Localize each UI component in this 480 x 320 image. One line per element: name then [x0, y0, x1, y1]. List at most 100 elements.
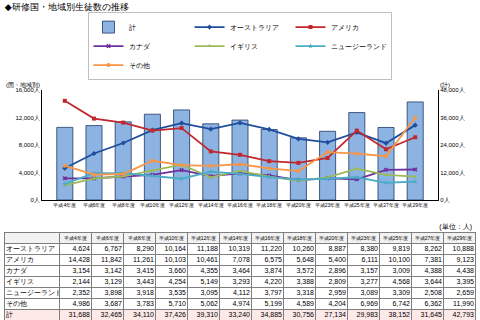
html-text:6,767: 6,767	[104, 245, 122, 252]
html-text:14,428: 14,428	[68, 256, 90, 263]
svg-text:(計): (計)	[440, 82, 450, 88]
html-text:4,220: 4,220	[264, 278, 282, 285]
html-text:3,318: 3,318	[296, 289, 314, 296]
html-text:3,464: 3,464	[232, 267, 250, 274]
html-text:10,260: 10,260	[292, 245, 314, 252]
html-text:8,262: 8,262	[424, 245, 442, 252]
svg-text:イギリス: イギリス	[230, 43, 258, 50]
html-text:4,112: 4,112	[233, 289, 250, 296]
html-text:11,188: 11,188	[197, 245, 218, 252]
html-text:2,959: 2,959	[328, 289, 346, 296]
html-text:11,261: 11,261	[133, 256, 154, 263]
html-text:7,381: 7,381	[424, 256, 442, 263]
html-text:3,918: 3,918	[136, 289, 154, 296]
svg-text:平成27年度: 平成27年度	[373, 202, 399, 208]
html-text:11,220: 11,220	[261, 245, 282, 252]
svg-text:カナダ: カナダ	[129, 43, 151, 51]
html-text:3,644: 3,644	[424, 278, 442, 285]
svg-text:0人: 0人	[30, 197, 39, 203]
html-text:4,568: 4,568	[392, 278, 410, 285]
html-text:4,438: 4,438	[456, 267, 474, 274]
html-text:2,352: 2,352	[72, 289, 90, 296]
svg-text:アメリカ: アメリカ	[331, 24, 359, 31]
svg-text:平成6年度: 平成6年度	[83, 202, 106, 208]
html-text:5,149: 5,149	[200, 278, 218, 285]
html-text:3,535: 3,535	[168, 289, 186, 296]
html-text:8,290: 8,290	[136, 245, 154, 252]
svg-text:◆研修国・地域別生徒数の推移: ◆研修国・地域別生徒数の推移	[5, 2, 129, 12]
html-text:11,842: 11,842	[101, 256, 122, 263]
html-text:4,254: 4,254	[168, 278, 186, 285]
svg-text:平成4年度: 平成4年度	[53, 202, 76, 208]
html-text:5,400: 5,400	[328, 256, 346, 263]
html-text:10,888: 10,888	[452, 245, 474, 252]
svg-text:平成16年度: 平成16年度	[227, 202, 253, 208]
html-text:アメリカ: アメリカ	[6, 256, 34, 263]
html-text:3,154: 3,154	[72, 267, 90, 274]
html-text:3,797: 3,797	[264, 289, 282, 296]
html-text:2,144: 2,144	[72, 278, 90, 285]
html-text:10,461: 10,461	[196, 256, 218, 263]
svg-text:48,000人: 48,000人	[440, 87, 464, 93]
svg-text:12,000人: 12,000人	[440, 170, 464, 176]
html-text:3,277: 3,277	[360, 278, 378, 285]
html-text:7,078: 7,078	[232, 256, 250, 263]
html-text:3,874: 3,874	[264, 267, 282, 274]
svg-text:平成10年度: 平成10年度	[140, 202, 166, 208]
svg-text:平成23年度: 平成23年度	[315, 202, 341, 208]
html-text:10,100: 10,100	[388, 256, 410, 263]
html-text:3,660: 3,660	[168, 267, 186, 274]
svg-text:24,000人: 24,000人	[440, 142, 464, 148]
html-text:カナダ: カナダ	[6, 267, 27, 274]
svg-text:4,000人: 4,000人	[19, 170, 40, 176]
svg-text:(国・地域別): (国・地域別)	[6, 82, 40, 88]
svg-text:平成14年度: 平成14年度	[198, 202, 224, 208]
html-text:10,103: 10,103	[164, 256, 186, 263]
html-text:6,111: 6,111	[361, 256, 378, 263]
html-text:3,572: 3,572	[296, 267, 314, 274]
html-text:10,164: 10,164	[164, 245, 186, 252]
html-text:8,887: 8,887	[328, 245, 346, 252]
html-text:3,898: 3,898	[104, 289, 122, 296]
html-text:10,319: 10,319	[228, 245, 250, 252]
html-text:9,123: 9,123	[456, 256, 474, 263]
svg-text:その他: その他	[129, 62, 150, 70]
html-text:イギリス: イギリス	[6, 278, 34, 285]
html-text:4,355: 4,355	[200, 267, 218, 274]
html-text:3,293: 3,293	[232, 278, 250, 285]
html-text:3,415: 3,415	[136, 267, 154, 274]
html-text:8,380: 8,380	[360, 245, 378, 252]
html-text:6,575: 6,575	[264, 256, 282, 263]
html-text:(単位：人): (単位：人)	[439, 223, 472, 230]
svg-text:36,000人: 36,000人	[440, 115, 464, 121]
html-text:5,648: 5,648	[296, 256, 314, 263]
html-text:4,624: 4,624	[72, 245, 90, 252]
svg-text:平成8年度: 平成8年度	[112, 202, 135, 208]
html-text:オーストラリア: オーストラリア	[6, 245, 55, 252]
svg-text:ニュージーランド: ニュージーランド	[331, 43, 387, 50]
svg-text:8,000人: 8,000人	[19, 142, 40, 148]
html-text:3,009: 3,009	[392, 267, 410, 274]
html-text:3,095: 3,095	[200, 289, 218, 296]
svg-text:計: 計	[129, 24, 136, 31]
html-text:4,388: 4,388	[424, 267, 442, 274]
svg-text:平成25年度: 平成25年度	[344, 202, 370, 208]
svg-text:オーストラリア: オーストラリア	[230, 24, 279, 31]
html-text:3,443: 3,443	[136, 278, 154, 285]
html-text:2,809: 2,809	[328, 278, 346, 285]
html-text:2,896: 2,896	[328, 267, 346, 274]
svg-text:平成18年度: 平成18年度	[256, 202, 282, 208]
svg-text:16,000人: 16,000人	[15, 87, 39, 93]
html-text:3,142: 3,142	[104, 267, 122, 274]
svg-text:平成29年度: 平成29年度	[402, 202, 428, 208]
svg-text:12,000人: 12,000人	[15, 115, 39, 121]
svg-text:0人: 0人	[440, 197, 449, 203]
html-text:3,089: 3,089	[360, 289, 378, 296]
html-text:3,129: 3,129	[104, 278, 122, 285]
html-text:3,395: 3,395	[456, 278, 474, 285]
html-text:3,388: 3,388	[296, 278, 314, 285]
html-text:9,819: 9,819	[392, 245, 410, 252]
svg-text:平成12年度: 平成12年度	[169, 202, 195, 208]
html-text:3,157: 3,157	[360, 267, 378, 274]
svg-text:平成20年度: 平成20年度	[286, 202, 312, 208]
